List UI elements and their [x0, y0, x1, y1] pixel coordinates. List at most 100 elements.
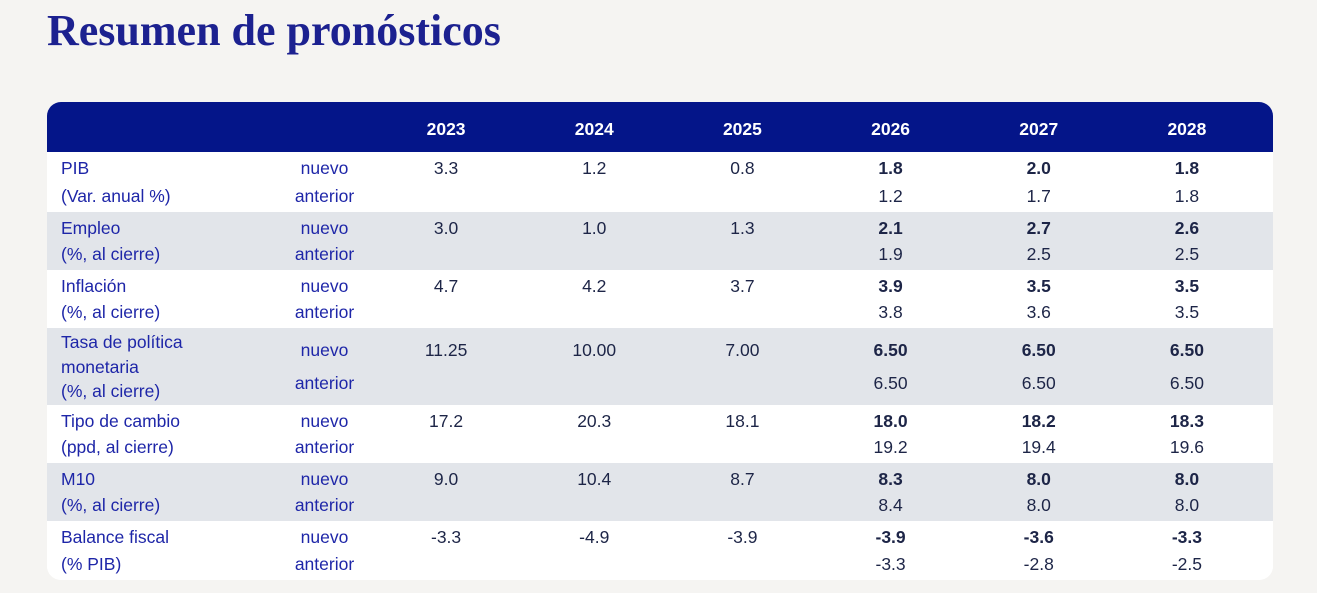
value-nuevo: 18.2: [1021, 410, 1056, 431]
scenario-label-anterior: anterior: [294, 437, 355, 458]
value-nuevo: 6.50: [1021, 340, 1056, 360]
value-cell-2027: -3.6 -2.8: [965, 521, 1113, 580]
value-nuevo: 1.8: [878, 158, 903, 179]
row-label-line: (%, al cierre): [61, 495, 161, 516]
value-nuevo: -3.3: [431, 527, 462, 547]
value-cell-2024: -4.9: [520, 521, 668, 580]
year-header-2026: 2026: [871, 119, 911, 139]
scenario-label-nuevo: nuevo: [300, 468, 349, 489]
value-cell-2023: 11.25: [372, 328, 520, 405]
value-cell-2028: 2.6 2.5: [1113, 212, 1261, 270]
value-cell-2026: 8.3 8.4: [817, 463, 965, 521]
row-label-line: (ppd, al cierre): [61, 437, 174, 458]
value-cell-2024: 10.4: [520, 463, 668, 521]
table-row: Tipo de cambio (ppd, al cierre) nuevo anter…: [47, 405, 1273, 463]
row-label: Inflación (%, al cierre): [47, 270, 277, 328]
value-cell-2028: 1.8 1.8: [1113, 152, 1261, 212]
value-nuevo: 18.0: [873, 410, 908, 431]
value-cell-2027: 2.7 2.5: [965, 212, 1113, 270]
value-nuevo: -3.9: [875, 527, 906, 547]
value-cell-2025: 7.00: [668, 328, 816, 405]
scenario-label-nuevo: nuevo: [300, 410, 349, 431]
scenario-label-anterior: anterior: [294, 554, 355, 574]
value-anterior: 3.5: [1174, 302, 1200, 323]
value-nuevo: 7.00: [725, 340, 760, 360]
value-anterior: 1.2: [878, 185, 903, 206]
value-cell-2028: 6.50 6.50: [1113, 328, 1261, 405]
value-cell-2027: 6.50 6.50: [965, 328, 1113, 405]
value-nuevo: 8.0: [1174, 468, 1200, 489]
scenario-labels: nuevo anterior: [277, 405, 372, 463]
value-cell-2025: 18.1: [668, 405, 816, 463]
value-cell-2028: 3.5 3.5: [1113, 270, 1261, 328]
value-cell-2023: 9.0: [372, 463, 520, 521]
row-label: Empleo (%, al cierre): [47, 212, 277, 270]
value-nuevo: 3.5: [1026, 275, 1051, 296]
year-header-2023: 2023: [426, 119, 466, 139]
value-anterior: 1.9: [878, 244, 903, 265]
value-cell-2028: 8.0 8.0: [1113, 463, 1261, 521]
value-cell-2026: 3.9 3.8: [817, 270, 965, 328]
table-row: Inflación (%, al cierre) nuevo anterior 4.7 4…: [47, 270, 1273, 328]
row-label-line: M10: [61, 468, 96, 489]
scenario-label-anterior: anterior: [294, 185, 355, 206]
header-spacer-label: [47, 102, 277, 152]
row-label-line: (%, al cierre): [61, 244, 161, 265]
row-label-line: Balance fiscal: [61, 527, 169, 547]
value-anterior: 19.4: [1021, 437, 1056, 458]
value-cell-2025: 3.7: [668, 270, 816, 328]
value-cell-2025: 8.7: [668, 463, 816, 521]
value-cell-2027: 8.0 8.0: [965, 463, 1113, 521]
value-anterior: 1.7: [1026, 185, 1051, 206]
value-nuevo: -3.6: [1023, 527, 1054, 547]
row-label-line: (%, al cierre): [61, 381, 161, 402]
value-cell-2023: 3.3: [372, 152, 520, 212]
value-anterior: -2.5: [1171, 554, 1202, 574]
year-header-2028: 2028: [1167, 119, 1207, 139]
scenario-label-nuevo: nuevo: [300, 217, 349, 238]
row-label-line: (% PIB): [61, 554, 122, 574]
value-anterior: 3.8: [878, 302, 903, 323]
value-nuevo: 1.8: [1174, 158, 1200, 179]
value-cell-2023: 17.2: [372, 405, 520, 463]
value-cell-2025: -3.9: [668, 521, 816, 580]
value-cell-2027: 2.0 1.7: [965, 152, 1113, 212]
table-row: PIB (Var. anual %) nuevo anterior 3.3 1.2 0.8 1…: [47, 152, 1273, 212]
value-nuevo: 1.0: [582, 217, 607, 238]
value-cell-2026: -3.9 -3.3: [817, 521, 965, 580]
row-label-line: (%, al cierre): [61, 302, 161, 323]
value-anterior: -3.3: [875, 554, 906, 574]
value-anterior: -2.8: [1023, 554, 1054, 574]
value-cell-2027: 18.2 19.4: [965, 405, 1113, 463]
value-anterior: 8.0: [1174, 495, 1200, 516]
page-title: Resumen de pronósticos: [47, 6, 501, 55]
row-label-line: Tipo de cambio: [61, 410, 180, 431]
value-anterior: 6.50: [1021, 373, 1056, 393]
value-nuevo: -3.9: [727, 527, 758, 547]
value-cell-2024: 1.2: [520, 152, 668, 212]
scenario-labels: nuevo anterior: [277, 328, 372, 405]
value-anterior: 3.6: [1026, 302, 1051, 323]
value-cell-2023: 4.7: [372, 270, 520, 328]
row-label: PIB (Var. anual %): [47, 152, 277, 212]
value-nuevo: 3.7: [730, 275, 755, 296]
table-row: Balance fiscal (% PIB) nuevo anterior -3.3 -4…: [47, 521, 1273, 580]
value-cell-2026: 2.1 1.9: [817, 212, 965, 270]
value-cell-2024: 10.00: [520, 328, 668, 405]
value-nuevo: 11.25: [424, 340, 468, 360]
value-nuevo: 18.1: [725, 410, 760, 431]
value-nuevo: 6.50: [1169, 340, 1204, 360]
value-anterior: 19.2: [873, 437, 908, 458]
value-nuevo: 18.3: [1169, 410, 1204, 431]
value-nuevo: 8.0: [1026, 468, 1051, 489]
value-anterior: 6.50: [873, 373, 908, 393]
scenario-labels: nuevo anterior: [277, 463, 372, 521]
row-label-line: PIB: [61, 158, 90, 179]
value-nuevo: 8.7: [730, 468, 755, 489]
scenario-label-nuevo: nuevo: [300, 275, 349, 296]
value-cell-2024: 1.0: [520, 212, 668, 270]
value-cell-2027: 3.5 3.6: [965, 270, 1113, 328]
value-nuevo: 17.2: [429, 410, 464, 431]
table-row: Tasa de política monetaria (%, al cierre) n…: [47, 328, 1273, 405]
value-cell-2028: 18.3 19.6: [1113, 405, 1261, 463]
